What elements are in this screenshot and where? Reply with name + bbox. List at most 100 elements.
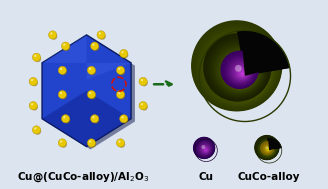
Circle shape <box>63 44 70 51</box>
Circle shape <box>255 135 279 160</box>
Circle shape <box>60 92 62 94</box>
Circle shape <box>222 52 258 88</box>
Circle shape <box>225 56 256 87</box>
Circle shape <box>265 147 271 152</box>
Circle shape <box>196 140 213 157</box>
Circle shape <box>141 79 148 86</box>
Polygon shape <box>42 35 131 80</box>
Circle shape <box>241 72 245 76</box>
Circle shape <box>193 137 215 159</box>
Circle shape <box>260 141 274 155</box>
Circle shape <box>118 68 125 75</box>
Circle shape <box>230 60 253 83</box>
Circle shape <box>265 146 272 153</box>
Circle shape <box>34 128 41 135</box>
Circle shape <box>213 43 267 97</box>
Circle shape <box>205 149 207 151</box>
Circle shape <box>230 61 252 82</box>
Circle shape <box>236 67 249 80</box>
Circle shape <box>207 37 269 99</box>
Polygon shape <box>46 38 135 149</box>
Circle shape <box>194 23 280 110</box>
Circle shape <box>209 39 270 99</box>
Circle shape <box>197 141 212 156</box>
Circle shape <box>202 31 275 104</box>
Circle shape <box>238 69 250 80</box>
Circle shape <box>116 139 125 147</box>
Circle shape <box>58 66 66 74</box>
Circle shape <box>267 148 270 151</box>
Circle shape <box>221 51 262 92</box>
Circle shape <box>238 68 247 78</box>
Circle shape <box>237 67 251 81</box>
Circle shape <box>58 139 66 147</box>
Circle shape <box>209 38 270 100</box>
Circle shape <box>204 33 274 103</box>
Circle shape <box>118 92 120 94</box>
Circle shape <box>218 49 261 92</box>
Circle shape <box>92 117 99 124</box>
Circle shape <box>99 33 106 40</box>
Circle shape <box>227 58 257 88</box>
Circle shape <box>267 149 269 150</box>
Circle shape <box>259 139 277 157</box>
Circle shape <box>225 55 256 86</box>
Circle shape <box>203 147 208 152</box>
Circle shape <box>257 138 277 158</box>
Circle shape <box>204 149 207 151</box>
Circle shape <box>199 144 211 155</box>
Circle shape <box>221 51 259 90</box>
Circle shape <box>264 145 272 153</box>
Circle shape <box>121 51 129 58</box>
Circle shape <box>237 68 248 79</box>
Circle shape <box>215 46 263 94</box>
Circle shape <box>199 143 211 155</box>
Circle shape <box>120 115 128 123</box>
Circle shape <box>205 149 207 151</box>
Circle shape <box>212 42 268 98</box>
Circle shape <box>257 138 277 158</box>
Circle shape <box>233 63 253 84</box>
Circle shape <box>267 148 270 152</box>
Circle shape <box>121 116 124 119</box>
Circle shape <box>259 140 276 157</box>
Circle shape <box>213 43 267 97</box>
Circle shape <box>34 55 36 57</box>
Circle shape <box>226 57 255 85</box>
Circle shape <box>266 147 270 152</box>
Circle shape <box>195 139 214 157</box>
Circle shape <box>232 63 251 81</box>
Circle shape <box>237 69 248 79</box>
Circle shape <box>239 70 246 77</box>
Circle shape <box>229 60 253 83</box>
Circle shape <box>221 52 259 90</box>
Circle shape <box>236 67 249 80</box>
Circle shape <box>264 146 271 153</box>
Circle shape <box>211 40 269 99</box>
Circle shape <box>223 53 257 87</box>
Circle shape <box>212 42 265 96</box>
Circle shape <box>241 72 245 77</box>
Circle shape <box>219 50 263 93</box>
Circle shape <box>265 146 272 153</box>
Circle shape <box>227 57 255 85</box>
Circle shape <box>235 65 242 72</box>
Circle shape <box>141 79 143 81</box>
Circle shape <box>118 92 125 99</box>
Circle shape <box>239 70 246 76</box>
Circle shape <box>261 142 275 156</box>
Circle shape <box>227 58 254 84</box>
Circle shape <box>118 68 120 70</box>
Circle shape <box>97 31 105 39</box>
Circle shape <box>203 33 272 102</box>
Circle shape <box>262 143 274 155</box>
Circle shape <box>192 21 282 111</box>
Circle shape <box>215 45 265 95</box>
Circle shape <box>63 117 70 124</box>
Circle shape <box>262 143 273 154</box>
Circle shape <box>262 143 273 154</box>
Circle shape <box>241 72 248 79</box>
Circle shape <box>240 71 245 76</box>
Circle shape <box>231 61 252 82</box>
Circle shape <box>240 71 248 79</box>
